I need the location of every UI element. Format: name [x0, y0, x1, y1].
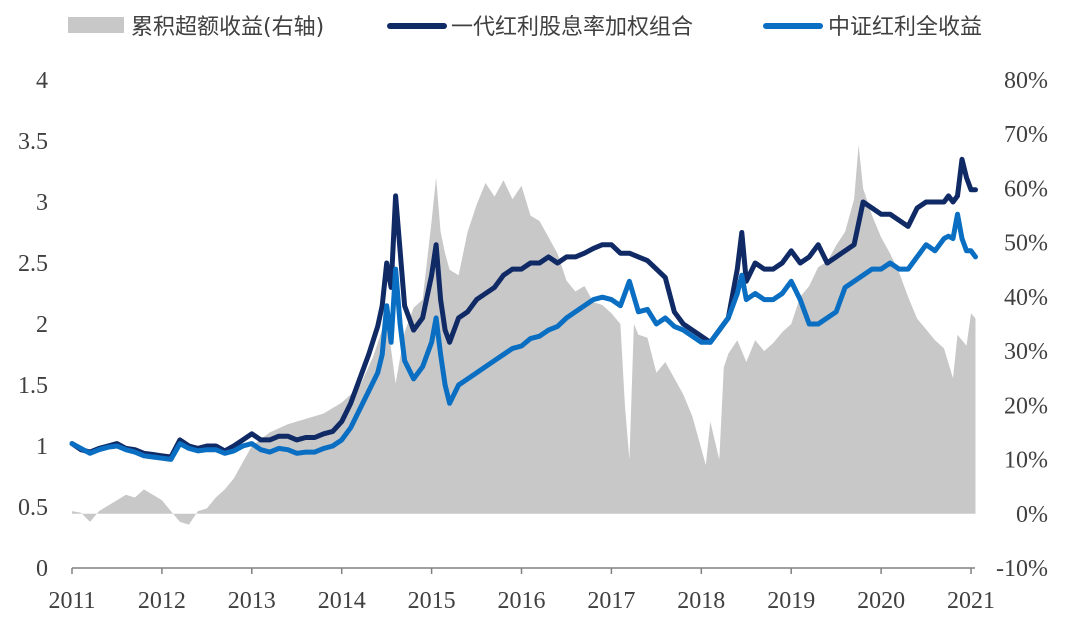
y-right-tick-label: 0% [1016, 502, 1048, 528]
y-right-tick-label: 80% [1004, 68, 1048, 94]
series-line-2 [69, 211, 978, 462]
left-axis: 0 0.5 1 1.5 2 2.5 3 3.5 4 [18, 68, 48, 582]
legend-label: 中证红利全收益 [828, 15, 982, 40]
y-left-tick-label: 3.5 [18, 129, 48, 155]
legend-label: 一代红利股息率加权组合 [451, 15, 693, 40]
x-tick-label: 2011 [48, 588, 95, 614]
legend-item: 一代红利股息率加权组合 [387, 15, 693, 40]
legend: 累积超额收益(右轴) 一代红利股息率加权组合 中证红利全收益 [68, 15, 982, 40]
series-area-excess-return [72, 145, 976, 525]
y-left-tick-label: 1.5 [18, 373, 48, 399]
x-tick-label: 2021 [947, 588, 995, 614]
y-right-tick-label: 50% [1004, 231, 1048, 257]
x-tick-label: 2018 [677, 588, 725, 614]
y-right-tick-label: -10% [996, 556, 1048, 582]
x-axis: 2011 2012 2013 2014 2015 2016 2017 2018 2019 2020… [48, 567, 995, 614]
legend-swatch [68, 17, 124, 33]
y-left-tick-label: 1 [36, 434, 48, 460]
y-right-tick-label: 10% [1004, 448, 1048, 474]
x-tick-label: 2020 [857, 588, 905, 614]
y-left-tick-label: 0 [36, 556, 48, 582]
y-right-tick-label: 30% [1004, 339, 1048, 365]
x-tick-label: 2016 [498, 588, 546, 614]
right-axis: -10% 0% 10% 20% 30% 40% 50% 60% 70% 80% [996, 68, 1048, 582]
x-tick-label: 2017 [587, 588, 635, 614]
y-left-tick-label: 3 [36, 190, 48, 216]
y-left-tick-label: 2 [36, 312, 48, 338]
x-tick-label: 2012 [138, 588, 186, 614]
legend-label: 累积超额收益(右轴) [131, 15, 324, 40]
legend-item: 中证红利全收益 [763, 15, 982, 40]
series-line-1 [69, 156, 978, 460]
x-tick-label: 2015 [408, 588, 456, 614]
y-right-tick-label: 60% [1004, 176, 1048, 202]
y-right-tick-label: 40% [1004, 285, 1048, 311]
legend-item: 累积超额收益(右轴) [68, 15, 324, 40]
y-right-tick-label: 20% [1004, 393, 1048, 419]
y-left-tick-label: 4 [36, 68, 48, 94]
line-layer [69, 156, 978, 462]
y-right-tick-label: 70% [1004, 122, 1048, 148]
area-layer [72, 145, 976, 525]
y-left-tick-label: 2.5 [18, 251, 48, 277]
y-left-tick-label: 0.5 [18, 495, 48, 521]
x-tick-label: 2019 [767, 588, 815, 614]
x-tick-label: 2014 [318, 588, 366, 614]
x-tick-label: 2013 [228, 588, 276, 614]
